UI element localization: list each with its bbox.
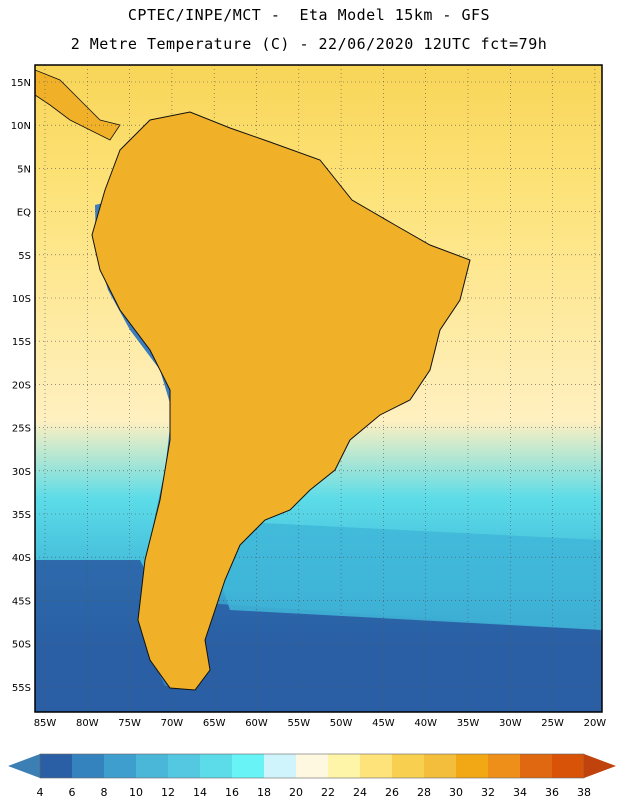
colorbar-label: 34 [513,786,527,799]
lon-label: 85W [34,718,57,729]
colorbar-swatch [456,754,489,778]
colorbar-swatch [72,754,105,778]
lon-label: 40W [414,718,437,729]
plot-frame [34,64,603,713]
temperature-field [35,65,602,712]
colorbar-swatch [264,754,297,778]
colorbar: 4 6 8 10 12 14 16 18 20 22 24 26 28 30 32 34 36 38 [8,753,616,799]
lat-label: 15N [11,78,31,89]
graticule [35,65,602,712]
map-title-line1: CPTEC/INPE/MCT - Eta Model 15km - GFS [127,6,491,24]
lat-label: 45S [12,596,31,607]
colorbar-swatch [136,754,169,778]
colorbar-label: 32 [481,786,495,799]
lon-label: 20W [584,718,607,729]
lat-label: 25S [12,424,31,435]
colorbar-label: 28 [417,786,431,799]
colorbar-swatch [488,754,521,778]
lon-label: 30W [499,718,522,729]
lon-label: 35W [457,718,480,729]
colorbar-swatches [39,753,585,779]
south-atlantic-cool [200,520,602,630]
map-title-line2: 2 Metre Temperature (C) - 22/06/2020 12U… [70,35,548,53]
colorbar-swatch [328,754,361,778]
colorbar-label: 4 [37,786,44,799]
lon-label: 55W [287,718,310,729]
colorbar-swatch [232,754,265,778]
colorbar-swatch [392,754,425,778]
colorbar-label: 14 [193,786,207,799]
longitude-labels: 85W 80W 75W 70W 65W 60W 55W 50W 45W 40W 35W 30W 25W 2… [34,718,607,729]
colorbar-label: 30 [449,786,463,799]
lat-label: 50S [12,640,31,651]
lat-label: 35S [12,510,31,521]
lon-label: 80W [76,718,99,729]
latitude-labels: 15N 10N 5N EQ 5S 10S 15S 20S 25S 30S 35S 40S 45S 50S 5… [11,78,31,694]
lat-label: 5S [18,251,31,262]
lat-label: 10N [11,121,31,132]
colorbar-label: 12 [161,786,175,799]
colorbar-swatch [552,754,585,778]
lat-label: 15S [12,337,31,348]
colorbar-swatch [520,754,553,778]
colorbar-high-arrow [584,754,616,778]
lon-label: 50W [330,718,353,729]
colorbar-label: 20 [289,786,303,799]
colorbar-labels: 4 6 8 10 12 14 16 18 20 22 24 26 28 30 32 34 36 38 [37,786,592,799]
colorbar-label: 6 [69,786,76,799]
lon-label: 70W [161,718,184,729]
lon-label: 60W [245,718,268,729]
colorbar-label: 18 [257,786,271,799]
colorbar-label: 26 [385,786,399,799]
colorbar-label: 22 [321,786,335,799]
lat-label: 40S [12,553,31,564]
temperature-map: 15N 10N 5N EQ 5S 10S 15S 20S 25S 30S 35S 40S 45S 50S 5… [11,64,607,729]
lat-label: 30S [12,467,31,478]
lon-label: 65W [203,718,226,729]
lat-label: 20S [12,380,31,391]
colorbar-swatch [296,754,329,778]
colorbar-swatch [200,754,233,778]
colorbar-swatch [40,754,73,778]
lat-label: 55S [12,683,31,694]
lat-label: 5N [17,164,31,175]
colorbar-label: 10 [129,786,143,799]
lon-label: 75W [118,718,141,729]
colorbar-low-arrow [8,754,40,778]
colorbar-label: 38 [577,786,591,799]
lon-label: 45W [372,718,395,729]
colorbar-swatch [104,754,137,778]
colorbar-label: 16 [225,786,239,799]
colorbar-label: 36 [545,786,559,799]
lon-label: 25W [541,718,564,729]
lat-label: 10S [12,294,31,305]
colorbar-label: 24 [353,786,367,799]
colorbar-label: 8 [101,786,108,799]
lat-label: EQ [17,208,31,219]
colorbar-swatch [424,754,457,778]
colorbar-swatch [168,754,201,778]
colorbar-swatch [360,754,393,778]
